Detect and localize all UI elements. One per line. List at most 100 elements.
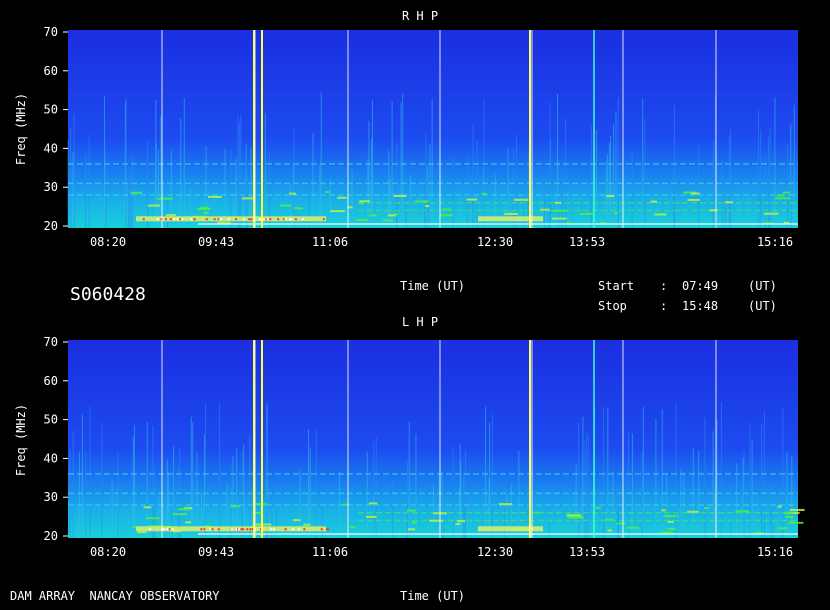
- stop-value: 15:48: [682, 299, 718, 313]
- emission-patch: [208, 195, 222, 198]
- lhp-x-axis: 08:20 09:43 11:06 12:30 13:53 15:16: [90, 545, 793, 559]
- emission-patch: [540, 208, 550, 211]
- emission-patch: [382, 219, 393, 222]
- emission-patch: [394, 213, 399, 216]
- emission-patch: [782, 191, 790, 194]
- burst-speckle: [294, 218, 297, 221]
- burst-speckle: [156, 218, 159, 221]
- emission-patch: [185, 521, 192, 524]
- y-tick-label: 20: [44, 529, 58, 543]
- burst-speckle: [266, 218, 269, 221]
- emission-patch: [777, 527, 788, 530]
- burst-speckle: [217, 218, 220, 221]
- emission-patch: [667, 528, 676, 531]
- emission-patch: [289, 192, 297, 195]
- stop-label: Stop: [598, 299, 627, 313]
- time-axis-label-top: Time (UT): [400, 279, 465, 293]
- burst-speckle: [283, 218, 286, 221]
- emission-patch: [203, 211, 209, 214]
- emission-patch: [775, 197, 791, 200]
- emission-patch: [534, 511, 540, 514]
- emission-patch: [687, 198, 700, 201]
- burst-speckle: [284, 528, 287, 531]
- emission-patch: [424, 205, 430, 208]
- emission-patch: [650, 200, 658, 203]
- emission-patch: [439, 214, 453, 217]
- emission-patch: [342, 503, 349, 506]
- emission-patch: [613, 212, 619, 215]
- x-tick-label: 13:53: [569, 545, 605, 559]
- burst-speckle: [269, 218, 272, 221]
- emission-patch: [704, 507, 710, 510]
- burst-speckle: [243, 218, 246, 221]
- emission-patch: [147, 204, 161, 207]
- x-tick-label: 09:43: [198, 235, 234, 249]
- burst-speckle: [265, 218, 268, 221]
- lhp-y-axis: 20 30 40 50 60 70: [44, 335, 68, 543]
- y-tick-label: 30: [44, 180, 58, 194]
- burst-speckle: [259, 218, 262, 221]
- x-tick-label: 11:06: [312, 545, 348, 559]
- emission-patch: [442, 208, 451, 211]
- rhp-title: R H P: [402, 9, 438, 23]
- emission-patch: [149, 525, 164, 528]
- emission-patch: [788, 511, 800, 514]
- rhp-panel: R H P 20 30 40 50 60 70 08:20 09:43 11:06 12:30 1…: [14, 9, 798, 249]
- emission-patch: [777, 505, 782, 508]
- emission-patch: [368, 502, 378, 505]
- burst-speckle: [203, 528, 206, 531]
- emission-patch: [388, 214, 396, 217]
- emission-patch: [415, 200, 429, 203]
- observatory-label: DAM ARRAY NANCAY OBSERVATORY: [10, 589, 220, 603]
- emission-patch: [253, 503, 267, 506]
- burst-speckle: [249, 528, 252, 531]
- burst-speckle: [251, 528, 254, 531]
- emission-patch: [132, 526, 138, 529]
- burst-speckle: [176, 218, 179, 221]
- burst-band: [478, 526, 543, 532]
- emission-patch: [764, 212, 779, 215]
- y-tick-label: 20: [44, 219, 58, 233]
- emission-patch: [256, 523, 272, 526]
- burst-speckle: [289, 218, 292, 221]
- x-tick-label: 08:20: [90, 545, 126, 559]
- date-code: S060428: [70, 284, 146, 305]
- x-tick-label: 09:43: [198, 545, 234, 559]
- rhp-y-axis: 20 30 40 50 60 70: [44, 25, 68, 233]
- emission-patch: [788, 521, 804, 524]
- rhp-spectrum-features: [67, 30, 798, 228]
- emission-patch: [776, 194, 784, 197]
- burst-speckle: [200, 528, 203, 531]
- burst-speckle: [164, 218, 167, 221]
- emission-patch: [600, 221, 606, 224]
- burst-speckle: [161, 528, 164, 531]
- emission-patch: [406, 509, 416, 512]
- x-tick-label: 13:53: [569, 235, 605, 249]
- burst-speckle: [273, 528, 276, 531]
- emission-patch: [329, 210, 345, 213]
- burst-speckle: [171, 528, 174, 531]
- emission-patch: [783, 221, 790, 224]
- emission-patch: [605, 518, 613, 521]
- x-tick-label: 12:30: [477, 235, 513, 249]
- burst-speckle: [303, 528, 306, 531]
- emission-patch: [359, 202, 365, 205]
- burst-speckle: [209, 528, 212, 531]
- emission-patch: [783, 512, 794, 515]
- x-tick-label: 08:20: [90, 235, 126, 249]
- rhp-x-axis: 08:20 09:43 11:06 12:30 13:53 15:16: [90, 235, 793, 249]
- burst-speckle: [291, 528, 294, 531]
- burst-speckle: [297, 528, 300, 531]
- burst-speckle: [160, 218, 163, 221]
- emission-patch: [254, 511, 263, 514]
- burst-speckle: [230, 528, 233, 531]
- lhp-spectrum-features: [68, 340, 805, 538]
- burst-speckle: [320, 528, 323, 531]
- emission-patch: [687, 510, 699, 513]
- emission-patch: [350, 526, 356, 529]
- emission-patch: [359, 200, 371, 203]
- emission-patch: [513, 198, 529, 201]
- emission-patch: [177, 508, 190, 511]
- emission-patch: [683, 191, 697, 194]
- emission-patch: [455, 523, 461, 526]
